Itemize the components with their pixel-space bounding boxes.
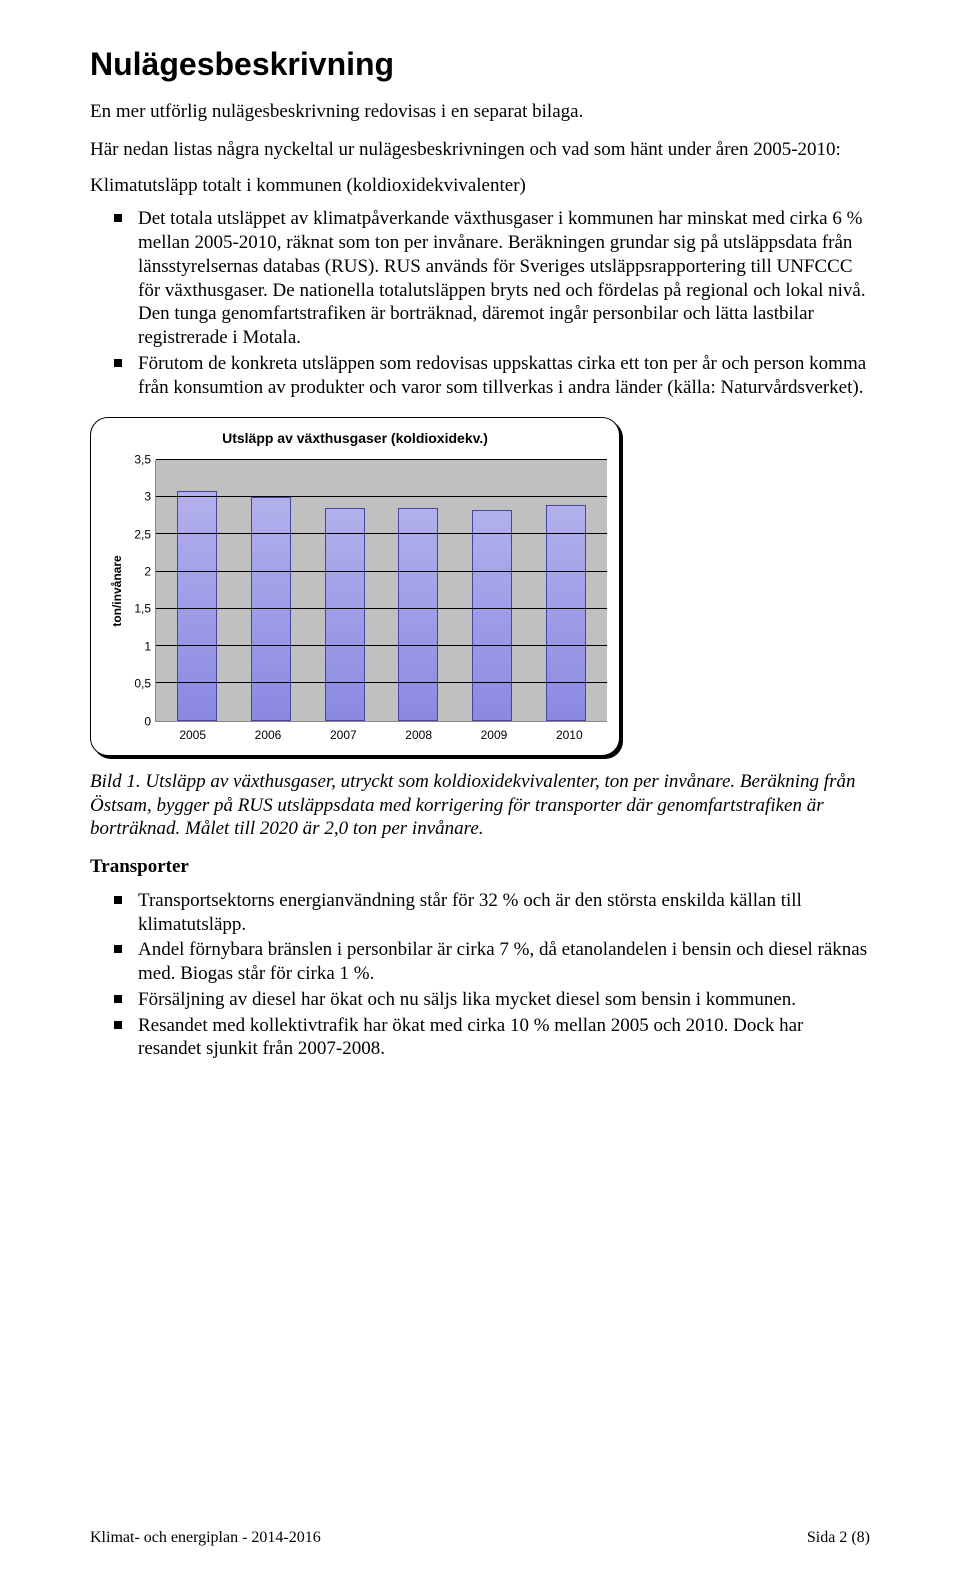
footer-left: Klimat- och energiplan - 2014-2016 [90, 1528, 321, 1548]
bullet-list-1: Det totala utsläppet av klimatpåverkande… [90, 207, 870, 399]
chart-xtick: 2008 [381, 728, 456, 743]
chart-ytick: 2 [144, 565, 151, 580]
chart-bar [325, 508, 365, 721]
list-item: Det totala utsläppet av klimatpåverkande… [138, 207, 870, 350]
list-item: Transportsektorns energianvändning står … [138, 889, 870, 937]
subheading-climate: Klimatutsläpp totalt i kommunen (koldiox… [90, 174, 870, 198]
lead-paragraph: Här nedan listas några nyckeltal ur nulä… [90, 138, 870, 162]
page-footer: Klimat- och energiplan - 2014-2016 Sida … [90, 1528, 870, 1548]
chart-title: Utsläpp av växthusgaser (koldioxidekv.) [103, 430, 607, 448]
list-item: Förutom de konkreta utsläppen som redovi… [138, 352, 870, 400]
chart-bar [472, 510, 512, 720]
chart-xtick: 2010 [532, 728, 607, 743]
chart-bar [177, 491, 217, 721]
chart-gridline [156, 496, 607, 497]
chart-ytick: 0 [144, 714, 151, 729]
chart-ytick: 1 [144, 639, 151, 654]
chart-gridline [156, 608, 607, 609]
bullet-list-2: Transportsektorns energianvändning står … [90, 889, 870, 1061]
chart-gridline [156, 533, 607, 534]
chart-plot-area [155, 460, 607, 722]
footer-right: Sida 2 (8) [807, 1528, 870, 1548]
chart-caption: Bild 1. Utsläpp av växthusgaser, utryckt… [90, 770, 870, 841]
list-item: Försäljning av diesel har ökat och nu sä… [138, 988, 870, 1012]
page-title: Nulägesbeskrivning [90, 44, 870, 84]
chart-gridline [156, 645, 607, 646]
chart-gridline [156, 459, 607, 460]
chart-xtick: 2005 [155, 728, 230, 743]
chart-ylabel: ton/invånare [110, 555, 125, 626]
emissions-chart: Utsläpp av växthusgaser (koldioxidekv.) … [90, 417, 620, 756]
chart-xtick: 2007 [306, 728, 381, 743]
list-item: Resandet med kollektivtrafik har ökat me… [138, 1014, 870, 1062]
list-item: Andel förnybara bränslen i personbilar ä… [138, 938, 870, 986]
chart-bar [546, 505, 586, 721]
chart-ytick: 3,5 [134, 452, 151, 467]
chart-xaxis: 200520062007200820092010 [155, 728, 607, 743]
chart-gridline [156, 571, 607, 572]
chart-gridline [156, 682, 607, 683]
chart-xtick: 2006 [230, 728, 305, 743]
chart-ytick: 3 [144, 490, 151, 505]
chart-ytick: 0,5 [134, 677, 151, 692]
intro-paragraph: En mer utförlig nulägesbeskrivning redov… [90, 100, 870, 124]
chart-yticks: 00,511,522,533,5 [127, 460, 155, 722]
chart-ytick: 1,5 [134, 602, 151, 617]
section-transport-title: Transporter [90, 855, 870, 879]
chart-bar [398, 508, 438, 721]
chart-ytick: 2,5 [134, 527, 151, 542]
chart-xtick: 2009 [456, 728, 531, 743]
